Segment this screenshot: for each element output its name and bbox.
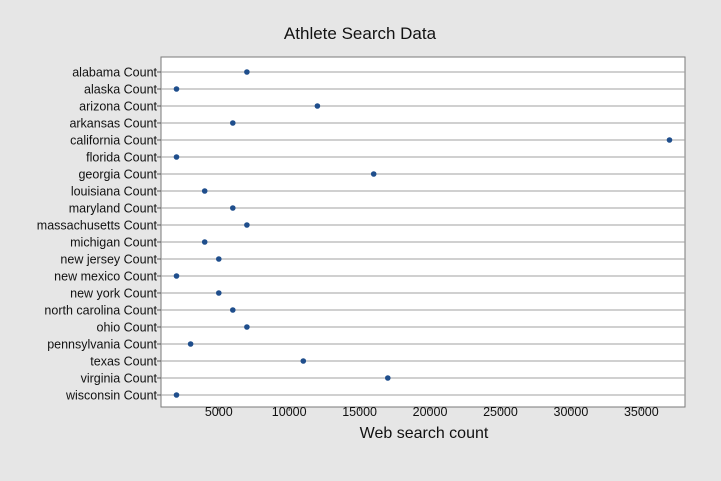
category-label: new york Count xyxy=(70,287,157,301)
data-point xyxy=(187,341,194,347)
x-tick-label: 35000 xyxy=(624,405,659,419)
category-label: new jersey Count xyxy=(60,253,157,267)
category-label: pennsylvania Count xyxy=(47,338,157,352)
category-label: arizona Count xyxy=(79,100,157,114)
data-point xyxy=(370,171,377,177)
data-point xyxy=(216,290,222,296)
category-label: wisconsin Count xyxy=(65,389,158,403)
category-label: michigan Count xyxy=(70,236,157,250)
category-label: new mexico Count xyxy=(54,270,157,284)
data-point xyxy=(173,86,180,92)
chart-title: Athlete Search Data xyxy=(284,24,437,43)
category-label: alabama Count xyxy=(72,66,157,80)
data-point xyxy=(300,358,307,364)
data-point xyxy=(230,307,236,313)
category-label: california Count xyxy=(70,134,157,148)
data-point xyxy=(230,120,236,126)
category-labels: alabama Count alaska Count arizona Count ar… xyxy=(37,66,158,403)
category-label: north carolina Count xyxy=(44,304,157,318)
x-tick-label: 25000 xyxy=(483,405,518,419)
data-point xyxy=(173,273,180,279)
data-point xyxy=(385,375,391,381)
data-point xyxy=(216,256,222,262)
data-point xyxy=(201,239,208,245)
data-points xyxy=(173,69,673,398)
data-point xyxy=(173,154,180,160)
category-label: texas Count xyxy=(90,355,157,369)
data-point xyxy=(244,222,250,228)
data-point xyxy=(230,205,236,211)
category-label: louisiana Count xyxy=(71,185,158,199)
category-label: maryland Count xyxy=(69,202,158,216)
x-tick-label: 5000 xyxy=(205,405,233,419)
data-point xyxy=(173,392,180,398)
x-axis-label: Web search count xyxy=(360,425,489,442)
category-label: massachusetts Count xyxy=(37,219,158,233)
x-tick-label: 10000 xyxy=(272,405,307,419)
data-point xyxy=(244,324,250,330)
data-point xyxy=(244,69,250,75)
x-tick-label: 20000 xyxy=(413,405,448,419)
x-axis-ticks: 5000 10000 15000 20000 25000 30000 35000 xyxy=(205,405,659,419)
category-label: alaska Count xyxy=(84,83,157,97)
category-label: georgia Count xyxy=(78,168,157,182)
data-point xyxy=(201,188,208,194)
x-tick-label: 30000 xyxy=(554,405,589,419)
category-label: florida Count xyxy=(86,151,157,165)
x-tick-label: 15000 xyxy=(342,405,377,419)
category-label: virginia Count xyxy=(81,372,158,386)
category-label: arkansas Count xyxy=(69,117,157,131)
gridlines xyxy=(157,71,685,396)
data-point xyxy=(666,137,673,143)
data-point xyxy=(314,103,321,109)
category-label: ohio Count xyxy=(97,321,158,335)
plot-area xyxy=(160,56,686,408)
